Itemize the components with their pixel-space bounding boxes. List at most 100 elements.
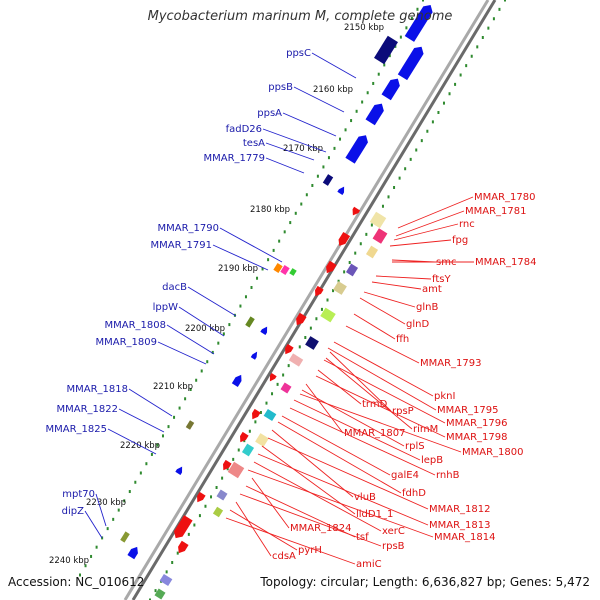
leader-line-mmar-1824 — [251, 477, 290, 529]
leader-line-rnhb — [289, 407, 436, 476]
inner-tick-dot — [128, 490, 131, 494]
outer-tick-dot — [154, 589, 157, 593]
backbone-inner-line — [131, 0, 497, 600]
inner-tick-dot — [139, 471, 142, 475]
gene-label-glnb: glnB — [416, 302, 438, 313]
accession-label: Accession: NC_010612 — [8, 575, 145, 589]
inner-tick-dot — [344, 128, 347, 132]
reverse-feature-block — [372, 228, 388, 244]
leader-line-mmar-1808 — [166, 324, 215, 355]
outer-tick-dot — [332, 289, 335, 293]
reverse-feature-block — [255, 433, 269, 447]
forward-gene-arrow — [381, 78, 400, 101]
gene-label-mmar-1825: MMAR_1825 — [46, 424, 108, 435]
leader-line-fpg — [389, 239, 452, 247]
forward-feature-block — [289, 268, 297, 276]
outer-tick-dot — [487, 26, 490, 30]
reverse-feature-block — [305, 336, 319, 350]
inner-tick-dot — [195, 378, 198, 382]
inner-tick-dot — [84, 564, 87, 568]
inner-tick-dot — [261, 267, 264, 271]
leader-line-ppsc — [311, 52, 357, 79]
outer-tick-dot — [476, 45, 479, 49]
leader-line-tsf — [245, 485, 356, 538]
map-title: Mycobacterium marinum M, complete genome — [147, 9, 453, 24]
outer-tick-dot — [165, 570, 168, 574]
gene-label-mmar-1813: MMAR_1813 — [429, 520, 491, 531]
leader-line-fdhd — [277, 421, 402, 494]
outer-tick-dot — [404, 167, 407, 171]
leader-line-mmar-1825 — [107, 428, 157, 455]
gene-label-mmar-1814: MMAR_1814 — [434, 532, 496, 543]
outer-tick-dot — [365, 232, 368, 236]
inner-tick-dot — [361, 100, 364, 104]
forward-feature-block — [185, 420, 195, 430]
gene-label-vlub: vluB — [354, 492, 376, 503]
gene-label-pkni: pknI — [434, 391, 455, 402]
tick-label-2240-kbp: 2240 kbp — [49, 556, 89, 566]
reverse-gene-arrow — [197, 491, 206, 503]
gene-label-mmar-1795: MMAR_1795 — [437, 405, 499, 416]
gene-label-mpt70: mpt70 — [62, 489, 95, 500]
leader-line-glnd — [359, 297, 406, 325]
leader-line-mmar-1798 — [315, 375, 446, 438]
inner-tick-dot — [289, 221, 292, 225]
leader-line-mmar-1796 — [323, 359, 446, 424]
gene-label-tsf: tsf — [356, 532, 369, 543]
reverse-feature-block — [365, 245, 379, 259]
leader-line-mmar-1814 — [247, 469, 434, 538]
inner-tick-dot — [416, 7, 419, 11]
gene-label-mmar-1800: MMAR_1800 — [462, 447, 524, 458]
tick-marks — [79, 0, 506, 600]
inner-tick-dot — [156, 443, 159, 447]
forward-feature-block — [374, 35, 398, 65]
inner-tick-dot — [267, 258, 270, 262]
inner-tick-dot — [167, 425, 170, 429]
gene-label-mmar-1824: MMAR_1824 — [290, 523, 352, 534]
forward-gene-arrow — [127, 546, 138, 560]
tick-label-2150-kbp: 2150 kbp — [344, 23, 384, 33]
reverse-feature-block — [154, 588, 166, 600]
reverse-feature-block — [369, 211, 387, 229]
inner-tick-dot — [161, 434, 164, 438]
leader-line-mmar-1791 — [212, 244, 269, 271]
tick-label-2160-kbp: 2160 kbp — [313, 85, 353, 95]
forward-gene-arrow — [250, 351, 258, 360]
gene-label-ppsc: ppsC — [286, 48, 311, 59]
reverse-gene-arrow — [285, 343, 294, 355]
outer-tick-dot — [320, 307, 323, 311]
inner-tick-dot — [339, 137, 342, 141]
forward-gene-arrow — [260, 326, 268, 335]
outer-tick-dot — [343, 270, 346, 274]
forward-feature-block — [322, 174, 334, 186]
gene-label-trmd: trmD — [362, 399, 388, 410]
leader-line-amt — [371, 281, 422, 290]
gene-label-lldd1-1: lldD1_1 — [356, 509, 393, 520]
leader-line-cdsa — [235, 501, 272, 557]
leader-line-glnb — [363, 291, 416, 308]
inner-tick-dot — [250, 286, 253, 289]
inner-tick-dot — [239, 304, 242, 308]
gene-label-amic: amiC — [356, 559, 382, 570]
leader-line-dacb — [187, 286, 237, 317]
outer-tick-dot — [354, 251, 357, 255]
outer-tick-dot — [232, 457, 235, 461]
forward-gene-arrow — [337, 186, 345, 195]
gene-label-ffh: ffh — [396, 334, 409, 345]
gene-label-pyrh: pyrH — [298, 545, 322, 556]
leader-line-pkni — [333, 341, 434, 397]
tick-label-2180-kbp: 2180 kbp — [250, 205, 290, 215]
forward-strand-features — [120, 5, 433, 560]
outer-tick-dot — [504, 0, 506, 2]
gene-label-glnd: glnD — [406, 319, 429, 330]
gene-label-mmar-1780: MMAR_1780 — [474, 192, 536, 203]
inner-tick-dot — [300, 202, 303, 206]
outer-tick-dot — [248, 429, 251, 433]
outer-tick-dot — [149, 598, 151, 600]
forward-gene-arrow — [175, 466, 183, 475]
forward-gene-arrow — [231, 374, 242, 387]
inner-tick-dot — [178, 406, 181, 410]
leader-line-pyrh — [229, 509, 298, 551]
